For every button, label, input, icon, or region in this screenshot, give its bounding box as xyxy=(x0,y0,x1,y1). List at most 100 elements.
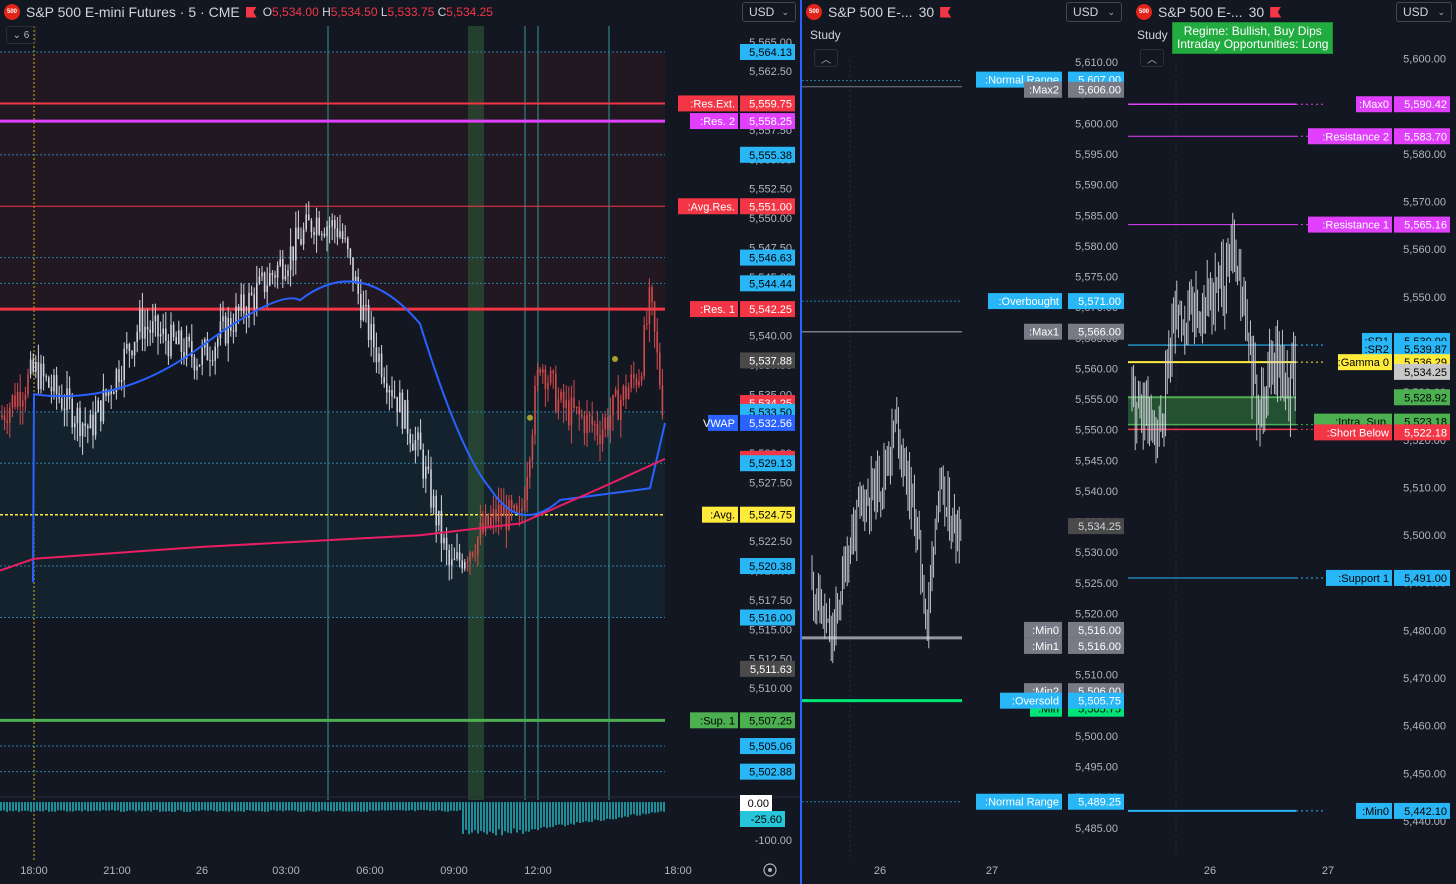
candle-body xyxy=(154,315,157,322)
oscillator-bar xyxy=(477,802,479,834)
right-currency-select[interactable]: USD ⌄ xyxy=(1396,2,1452,22)
oscillator-bar xyxy=(471,802,473,833)
level-label-9-bg xyxy=(976,793,1062,810)
candle-body xyxy=(414,439,417,451)
oscillator-bar xyxy=(378,802,380,811)
time-axis-label: 26 xyxy=(1204,865,1216,877)
left-chart-canvas[interactable]: 5,565.005,562.505,560.005,557.505,555.00… xyxy=(0,0,800,884)
candle-body xyxy=(500,504,502,517)
candle-body xyxy=(250,292,253,295)
candle-body xyxy=(214,346,216,361)
oscillator-bar xyxy=(123,802,125,812)
candle-body xyxy=(149,329,151,333)
oscillator-bar xyxy=(345,802,347,812)
right-chart-pane[interactable]: 5,600.005,590.005,580.005,570.005,560.00… xyxy=(1128,0,1456,884)
right-collapse-button[interactable]: ︿ xyxy=(1140,49,1164,67)
candle-body xyxy=(14,395,16,407)
oscillator-bar xyxy=(243,802,245,812)
level-label-7: :Short Below xyxy=(1327,427,1389,439)
price-axis-tick: 5,575.00 xyxy=(1075,272,1118,284)
candle-body xyxy=(243,294,245,314)
level-value-1-bg xyxy=(1068,81,1124,98)
level-label-7-bg xyxy=(1314,424,1392,441)
oscillator-bar xyxy=(603,802,605,821)
oscillator-bar xyxy=(111,802,113,811)
oscillator-bar xyxy=(21,802,23,811)
oscillator-bar xyxy=(222,802,224,812)
mid-chart-canvas[interactable]: 5,610.005,605.005,600.005,595.005,590.00… xyxy=(802,0,1128,884)
price-tag-12-bg xyxy=(740,738,795,755)
level-label-3: :Max1 xyxy=(1029,327,1059,339)
flag-icon[interactable] xyxy=(940,6,952,18)
candle-body xyxy=(495,509,497,522)
candle-body xyxy=(417,432,419,440)
right-chart-canvas[interactable]: 5,600.005,590.005,580.005,570.005,560.00… xyxy=(1128,0,1456,884)
oscillator-bar xyxy=(204,802,206,811)
price-axis-tick: 5,470.00 xyxy=(1403,673,1446,685)
price-axis-tick: 5,600.00 xyxy=(1403,54,1446,66)
sp500-logo-icon: 500 xyxy=(1136,4,1152,20)
oscillator-bar xyxy=(627,802,629,818)
candle-body xyxy=(24,394,27,401)
left-currency-select[interactable]: USD ⌄ xyxy=(742,2,796,22)
mid-symbol-title[interactable]: S&P 500 E-... xyxy=(828,4,913,20)
level-label-2: :Avg.Res. xyxy=(688,201,736,213)
settings-gear-icon xyxy=(763,863,777,877)
price-axis-tick: 5,585.00 xyxy=(1075,210,1118,222)
indicator-toggle-button[interactable]: ⌄ 6 xyxy=(6,26,36,44)
right-symbol-title[interactable]: S&P 500 E-... xyxy=(1158,4,1243,20)
oscillator-bar xyxy=(69,802,71,812)
flag-icon[interactable] xyxy=(1270,6,1282,18)
oscillator-bar xyxy=(57,802,59,811)
candle-body xyxy=(6,420,8,423)
candle-body xyxy=(547,382,549,390)
oscillator-bar xyxy=(549,802,551,828)
price-axis-tick: 5,440.00 xyxy=(1403,816,1446,828)
candle-body xyxy=(633,374,635,379)
oscillator-bar xyxy=(399,802,401,811)
oscillator-bar xyxy=(189,802,191,812)
candle-body xyxy=(165,328,167,341)
pane-divider[interactable] xyxy=(800,0,802,884)
oscillator-bar xyxy=(288,802,290,811)
oscillator-bar xyxy=(489,802,491,832)
candle-body xyxy=(490,517,492,527)
candle-body xyxy=(292,246,294,261)
left-symbol-title[interactable]: S&P 500 E-mini Futures · 5 · CME xyxy=(26,4,240,20)
price-axis-tick: 5,525.00 xyxy=(1075,578,1118,590)
mid-interval[interactable]: 30 xyxy=(918,4,935,20)
candle-body xyxy=(344,238,346,240)
candle-body xyxy=(287,270,289,277)
candle-body xyxy=(84,423,86,426)
candle-body xyxy=(55,375,58,394)
osc-current-tag-bg xyxy=(740,811,785,827)
oscillator-bar xyxy=(129,802,131,811)
regime-line-1: Regime: Bullish, Buy Dips xyxy=(1183,24,1322,38)
oscillator-bar xyxy=(147,802,149,811)
oscillator-bar xyxy=(144,802,146,812)
left-chart-pane[interactable]: 5,565.005,562.505,560.005,557.505,555.00… xyxy=(0,0,800,884)
mid-currency-select[interactable]: USD ⌄ xyxy=(1066,2,1122,22)
mid-chart-pane[interactable]: 5,610.005,605.005,600.005,595.005,590.00… xyxy=(802,0,1128,884)
mid-collapse-button[interactable]: ︿ xyxy=(814,49,838,67)
oscillator-bar xyxy=(102,802,104,811)
oscillator-bar xyxy=(15,802,17,811)
right-interval[interactable]: 30 xyxy=(1248,4,1265,20)
oscillator-bar xyxy=(615,802,617,820)
candle-body xyxy=(373,324,375,348)
candle-body xyxy=(162,328,164,334)
candle-body xyxy=(518,510,521,512)
candle-body xyxy=(367,304,370,341)
oscillator-bar xyxy=(636,802,638,816)
oscillator-bar xyxy=(465,802,467,830)
oscillator-bar xyxy=(435,802,437,811)
level-label-5-bg xyxy=(1024,637,1062,654)
level-value-9: 5,442.10 xyxy=(1404,806,1447,818)
candle-body xyxy=(201,347,203,365)
candle-body xyxy=(601,429,604,444)
oscillator-bar xyxy=(582,802,584,823)
last-price-tag-bg xyxy=(1068,518,1124,535)
candle-body xyxy=(479,522,482,538)
level-label-4: VWAP xyxy=(703,418,735,430)
flag-icon[interactable] xyxy=(245,6,257,18)
